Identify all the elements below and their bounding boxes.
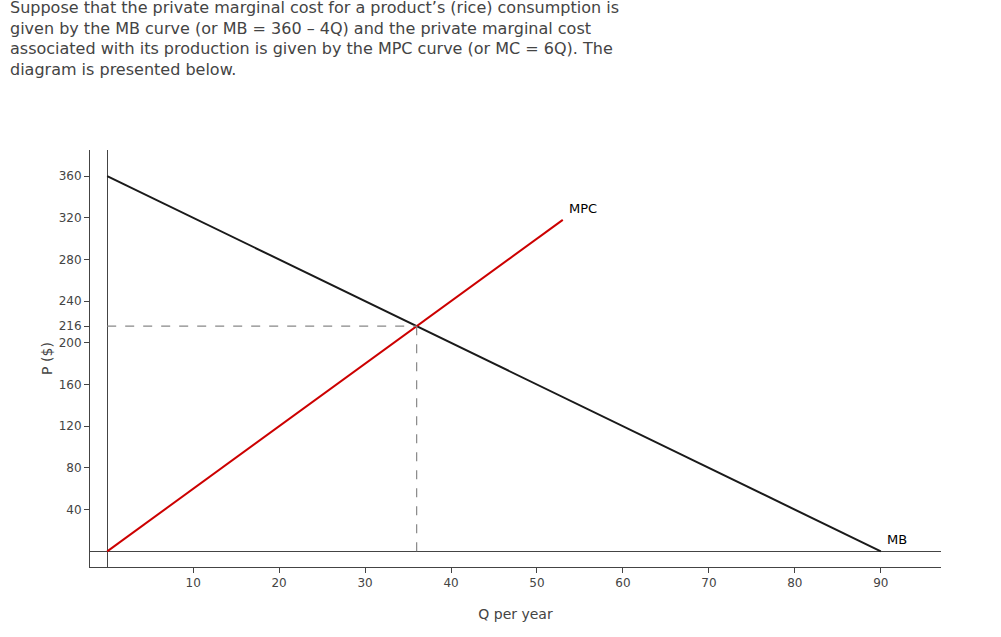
svg-text:120: 120 <box>59 419 82 433</box>
svg-text:20: 20 <box>271 576 286 590</box>
svg-text:240: 240 <box>59 294 82 308</box>
svg-text:80: 80 <box>66 461 81 475</box>
svg-text:MB: MB <box>887 532 907 547</box>
svg-text:280: 280 <box>59 253 82 267</box>
svg-text:40: 40 <box>66 503 81 517</box>
svg-text:P ($): P ($) <box>39 342 55 375</box>
svg-text:40: 40 <box>443 576 458 590</box>
svg-text:30: 30 <box>357 576 372 590</box>
svg-text:320: 320 <box>59 211 82 225</box>
svg-text:90: 90 <box>873 576 888 590</box>
svg-text:50: 50 <box>529 576 544 590</box>
svg-text:70: 70 <box>701 576 716 590</box>
svg-text:200: 200 <box>59 336 82 350</box>
svg-text:160: 160 <box>59 378 82 392</box>
svg-text:360: 360 <box>59 169 82 183</box>
svg-text:60: 60 <box>615 576 630 590</box>
svg-text:Q per year: Q per year <box>478 606 553 622</box>
svg-text:10: 10 <box>186 576 201 590</box>
svg-text:Suppose that the private margi: Suppose that the private marginal cost f… <box>10 0 619 79</box>
svg-text:216: 216 <box>59 319 82 333</box>
svg-text:MPC: MPC <box>569 201 597 216</box>
svg-text:80: 80 <box>787 576 802 590</box>
